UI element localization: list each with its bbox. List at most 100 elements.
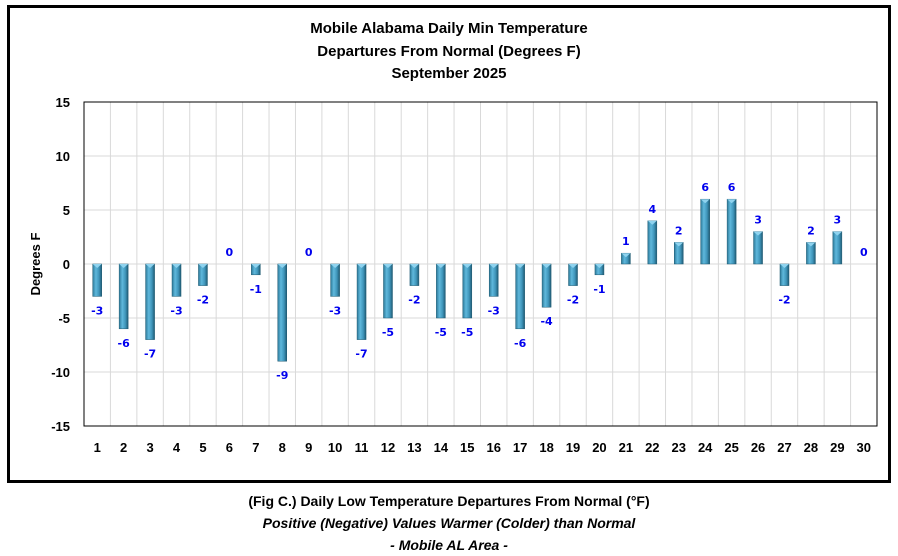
x-tick-label: 6	[226, 440, 233, 455]
bar-cap	[594, 264, 604, 268]
x-tick-label: 13	[407, 440, 421, 455]
bar	[145, 263, 155, 340]
bar	[118, 263, 129, 330]
x-tick-label: 28	[804, 440, 818, 455]
y-tick-label: 0	[63, 257, 70, 272]
bar	[356, 263, 367, 340]
bar-cap	[621, 253, 631, 258]
data-label: 0	[860, 246, 868, 259]
x-tick-label: 17	[513, 440, 527, 455]
bar-cap	[409, 264, 419, 268]
data-label: -5	[435, 326, 447, 339]
bar-cap	[779, 264, 789, 268]
chart-title-line-1: Mobile Alabama Daily Min Temperature	[310, 20, 588, 37]
y-tick-label: 10	[56, 149, 70, 164]
bar	[488, 263, 499, 297]
caption-line-2: Positive (Negative) Values Warmer (Colde…	[262, 515, 636, 531]
bar-cap	[542, 264, 552, 268]
data-label: -3	[91, 304, 103, 317]
x-tick-label: 27	[777, 440, 791, 455]
data-label: -5	[382, 326, 394, 339]
bar	[700, 198, 710, 265]
x-tick-label: 4	[173, 440, 181, 455]
data-label: -1	[250, 283, 262, 296]
bar-cap	[277, 264, 287, 268]
data-label: -7	[355, 348, 367, 361]
bar	[277, 263, 287, 362]
bar-cap	[251, 264, 261, 268]
x-tick-label: 8	[279, 440, 286, 455]
bar	[541, 263, 552, 308]
x-tick-label: 16	[486, 440, 500, 455]
x-tick-label: 5	[199, 440, 206, 455]
data-label: -1	[593, 283, 605, 296]
x-tick-label: 23	[672, 440, 686, 455]
x-tick-label: 22	[645, 440, 659, 455]
bar	[171, 263, 182, 297]
y-axis-label: Degrees F	[28, 233, 43, 296]
data-label: -6	[514, 337, 527, 350]
bar-cap	[462, 264, 472, 268]
data-label: -5	[461, 326, 473, 339]
bar-cap	[119, 264, 129, 268]
x-tick-label: 14	[434, 440, 449, 455]
bar-cap	[753, 231, 763, 236]
data-label: -3	[329, 304, 341, 317]
data-label: 2	[675, 224, 683, 237]
plot-area-border	[83, 101, 878, 427]
caption-line-1: (Fig C.) Daily Low Temperature Departure…	[248, 493, 650, 509]
bar-cap	[515, 264, 525, 268]
data-label: -7	[144, 348, 156, 361]
x-tick-label: 15	[460, 440, 474, 455]
chart-frame	[7, 5, 891, 483]
bar	[92, 263, 102, 297]
x-tick-label: 18	[539, 440, 553, 455]
x-tick-label: 1	[94, 440, 101, 455]
data-label: -3	[488, 304, 500, 317]
bar-cap	[172, 264, 182, 268]
x-tick-label: 9	[305, 440, 312, 455]
bar	[330, 263, 340, 297]
bar-cap	[647, 220, 657, 225]
data-label: -2	[778, 294, 790, 307]
x-tick-label: 2	[120, 440, 127, 455]
data-label: -4	[540, 315, 553, 328]
x-tick-label: 7	[252, 440, 259, 455]
x-tick-label: 29	[830, 440, 844, 455]
chart-title-line-3: September 2025	[391, 65, 507, 82]
bar-cap	[806, 242, 816, 247]
x-tick-label: 25	[724, 440, 738, 455]
bar	[753, 231, 763, 265]
bar-cap	[357, 264, 367, 268]
x-tick-label: 19	[566, 440, 580, 455]
bar	[383, 263, 393, 319]
data-label: 4	[648, 203, 656, 216]
x-tick-label: 3	[146, 440, 153, 455]
bar-cap	[92, 264, 102, 268]
data-label: -2	[408, 294, 420, 307]
chart-title-line-2: Departures From Normal (Degrees F)	[317, 43, 581, 60]
bar	[515, 263, 525, 330]
y-tick-label: -5	[58, 311, 70, 326]
y-tick-label: -10	[51, 365, 70, 380]
x-tick-label: 21	[619, 440, 633, 455]
x-tick-label: 30	[857, 440, 871, 455]
bar	[462, 263, 473, 319]
data-label: -2	[197, 294, 209, 307]
data-label: -9	[276, 369, 288, 382]
bar-cap	[727, 199, 737, 204]
bar-cap	[330, 264, 340, 268]
bar-cap	[568, 264, 578, 268]
x-tick-label: 26	[751, 440, 765, 455]
bar-cap	[832, 231, 842, 236]
data-label: -3	[170, 304, 182, 317]
bar-cap	[383, 264, 393, 268]
x-tick-label: 24	[698, 440, 713, 455]
caption-line-3: - Mobile AL Area -	[390, 537, 508, 553]
x-tick-label: 12	[381, 440, 395, 455]
bar-cap	[436, 264, 446, 268]
data-label: 3	[834, 214, 842, 227]
y-tick-label: -15	[51, 419, 70, 434]
bar	[726, 198, 737, 265]
y-tick-label: 15	[56, 95, 70, 110]
